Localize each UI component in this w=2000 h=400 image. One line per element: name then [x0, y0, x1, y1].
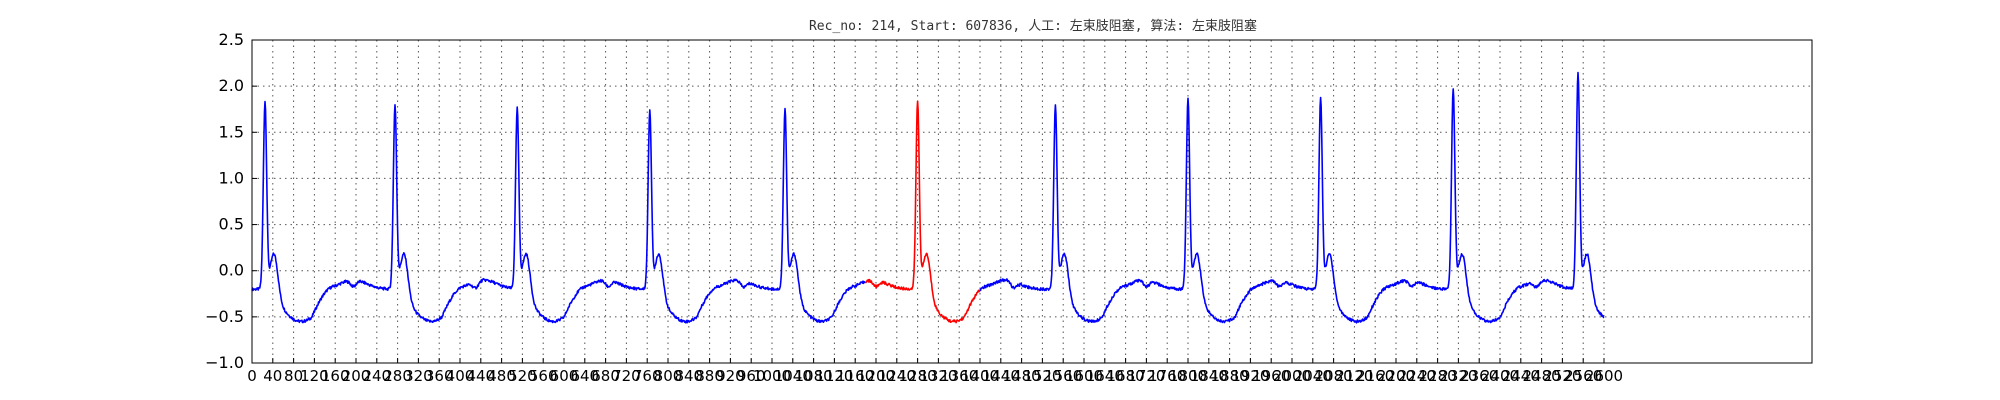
y-tick-label: 2.0 [219, 76, 244, 95]
x-tick-label: 2240 [1398, 367, 1436, 385]
x-tick-label: 1360 [940, 367, 978, 385]
x-tick-label: 200 [342, 367, 371, 385]
x-tick-label: 1560 [1044, 367, 1082, 385]
x-tick-label: 2520 [1543, 367, 1581, 385]
x-tick-label: 2600 [1585, 367, 1623, 385]
x-tick-label: 800 [654, 367, 683, 385]
x-tick-label: 280 [383, 367, 412, 385]
x-tick-label: 560 [529, 367, 558, 385]
x-tick-label: 2200 [1377, 367, 1415, 385]
x-tick-label: 400 [446, 367, 475, 385]
grid-layer [252, 40, 1812, 363]
x-tick-label: 600 [550, 367, 579, 385]
x-tick-label: 160 [321, 367, 350, 385]
x-tick-label: 880 [695, 367, 724, 385]
x-tick-label: 1120 [815, 367, 853, 385]
x-tick-label: 1800 [1169, 367, 1207, 385]
x-tick-label: 1640 [1086, 367, 1124, 385]
x-tick-label: 1920 [1231, 367, 1269, 385]
y-axis: −1.0 −0.5 0.0 0.5 1.0 1.5 2.0 2.5 [205, 30, 257, 372]
x-tick-label: 1160 [836, 367, 874, 385]
x-tick-label: 680 [591, 367, 620, 385]
x-tick-label: 2360 [1460, 367, 1498, 385]
x-tick-label: 40 [263, 367, 282, 385]
x-tick-label: 1240 [878, 367, 916, 385]
ecg-segment-3 [979, 71, 1605, 324]
x-tick-label: 320 [404, 367, 433, 385]
x-tick-label: 1600 [1065, 367, 1103, 385]
trace-layer [251, 71, 1605, 324]
plot-frame [251, 39, 1813, 364]
x-tick-label: 2440 [1502, 367, 1540, 385]
x-tick-label: 2400 [1481, 367, 1519, 385]
x-tick-label: 1280 [899, 367, 937, 385]
y-tick-label: 0.0 [219, 261, 244, 280]
x-tick-label: 1320 [919, 367, 957, 385]
x-tick-label: 2000 [1273, 367, 1311, 385]
ecg-segment-1 [251, 100, 867, 324]
x-tick-label: 240 [362, 367, 391, 385]
x-tick-label: 1760 [1148, 367, 1186, 385]
x-tick-label: 2480 [1523, 367, 1561, 385]
x-tick-label: 1040 [774, 367, 812, 385]
x-tick-label: 1440 [982, 367, 1020, 385]
x-tick-label: 1880 [1211, 367, 1249, 385]
y-tick-label: 0.5 [219, 215, 244, 234]
x-axis: 0 40 8012016020024028032036040044048052056… [247, 358, 1623, 385]
x-tick-label: 440 [466, 367, 495, 385]
x-tick-label: 1680 [1107, 367, 1145, 385]
x-tick-label: 2320 [1439, 367, 1477, 385]
x-tick-label: 2120 [1335, 367, 1373, 385]
x-tick-label: 360 [425, 367, 454, 385]
y-tick-label: 2.5 [219, 30, 244, 49]
x-tick-label: 1840 [1190, 367, 1228, 385]
x-tick-label: 520 [508, 367, 537, 385]
x-tick-label: 1080 [795, 367, 833, 385]
y-tick-label: −1.0 [205, 353, 244, 372]
y-tick-label: 1.0 [219, 168, 244, 187]
ecg-segment-2 [865, 100, 981, 324]
x-tick-label: 2040 [1294, 367, 1332, 385]
x-tick-label: 80 [284, 367, 303, 385]
x-tick-label: 2080 [1315, 367, 1353, 385]
x-tick-label: 2280 [1419, 367, 1457, 385]
x-tick-label: 1200 [857, 367, 895, 385]
x-tick-label: 1960 [1252, 367, 1290, 385]
chart-title: Rec_no: 214, Start: 607836, 人工: 左束肢阻塞, 算… [809, 18, 1257, 34]
x-tick-label: 840 [674, 367, 703, 385]
y-tick-label: 1.5 [219, 122, 244, 141]
y-tick-label: −0.5 [205, 307, 244, 326]
x-tick-label: 640 [570, 367, 599, 385]
x-tick-label: 1720 [1127, 367, 1165, 385]
x-tick-label: 1520 [1023, 367, 1061, 385]
x-tick-label: 0 [247, 367, 257, 385]
x-tick-label: 1400 [961, 367, 999, 385]
x-tick-label: 720 [612, 367, 641, 385]
x-tick-label: 1480 [1003, 367, 1041, 385]
x-tick-label: 120 [300, 367, 329, 385]
x-tick-label: 920 [716, 367, 745, 385]
x-tick-label: 2560 [1564, 367, 1602, 385]
x-tick-label: 760 [633, 367, 662, 385]
x-tick-label: 2160 [1356, 367, 1394, 385]
x-tick-label: 960 [737, 367, 766, 385]
x-tick-label: 1000 [753, 367, 791, 385]
x-tick-label: 480 [487, 367, 516, 385]
